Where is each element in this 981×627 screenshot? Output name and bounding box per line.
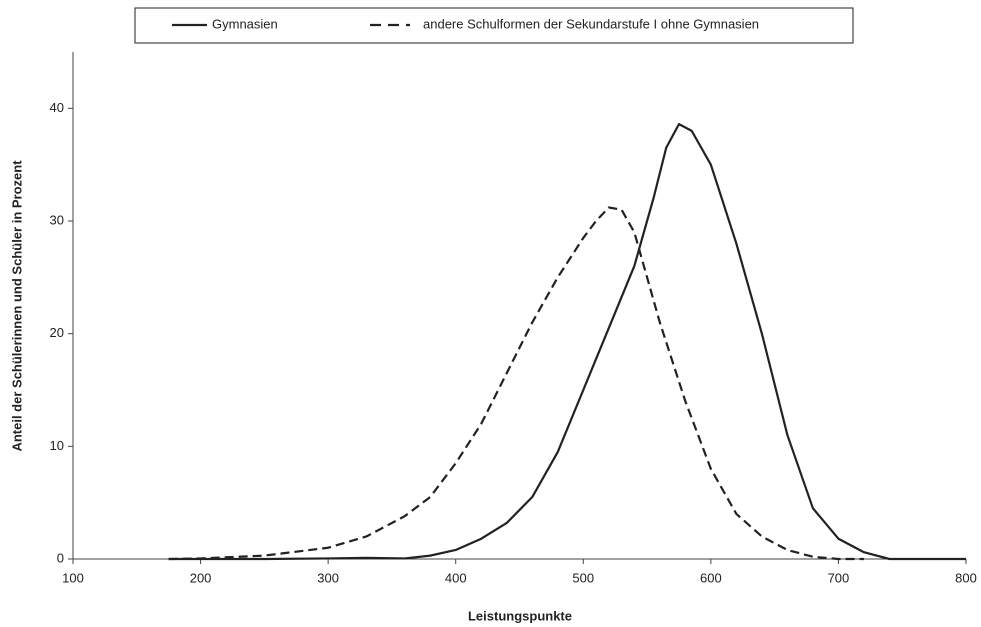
x-tick-label: 500: [572, 570, 594, 585]
legend-label: Gymnasien: [212, 16, 278, 31]
y-tick-label: 20: [50, 325, 64, 340]
x-tick-label: 200: [190, 570, 212, 585]
x-tick-label: 300: [317, 570, 339, 585]
series-line: [168, 206, 864, 561]
series-line: [168, 123, 966, 561]
legend-box: [134, 7, 854, 44]
x-tick-label: 700: [828, 570, 850, 585]
y-tick-label: 40: [50, 100, 64, 115]
y-tick-label: 30: [50, 212, 64, 227]
x-tick-label: 400: [445, 570, 467, 585]
x-tick-label: 100: [62, 570, 84, 585]
y-tick-label: 0: [57, 550, 64, 565]
y-axis-label: Anteil der Schülerinnen und Schüler in P…: [9, 160, 24, 452]
y-tick-label: 10: [50, 438, 64, 453]
x-axis-label: Leistungspunkte: [468, 608, 572, 623]
legend-label: andere Schulformen der Sekundarstufe I o…: [423, 16, 759, 31]
x-tick-label: 800: [955, 570, 977, 585]
x-tick-label: 600: [700, 570, 722, 585]
